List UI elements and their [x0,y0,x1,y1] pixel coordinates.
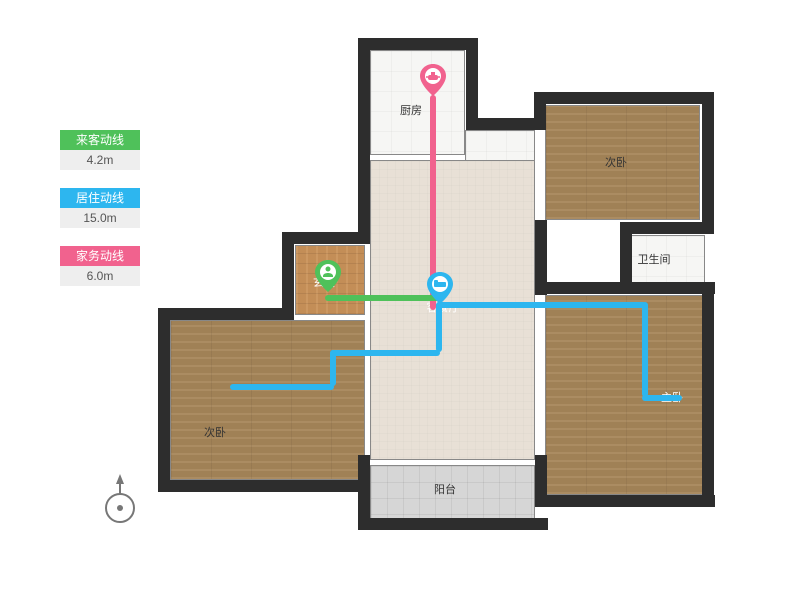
room-bedroom_master [545,295,710,495]
wall [158,308,170,492]
legend-value: 15.0m [60,208,140,228]
wall [358,150,370,244]
wall [702,92,714,232]
wall [534,92,714,104]
path-seg-living [436,302,442,352]
path-node-living [427,272,453,304]
path-seg-guest [325,295,440,301]
wall [358,38,478,50]
wall [535,455,547,507]
legend-title: 来客动线 [60,130,140,150]
legend-title: 居住动线 [60,188,140,208]
room-bedroom_sw [170,320,365,480]
wall [358,518,548,530]
wall [358,38,370,160]
compass-icon [100,470,140,530]
path-node-guest [315,260,341,292]
floorplan: 厨房卫生间次卧卫生间玄关客餐厅次卧主卧阳台 [200,50,760,550]
room-balcony [370,465,535,520]
legend-item-living: 居住动线 15.0m [60,188,140,228]
legend-item-guest: 来客动线 4.2m [60,130,140,170]
wall [620,222,714,234]
path-seg-living [642,395,682,401]
path-seg-living [230,384,334,390]
legend-title: 家务动线 [60,246,140,266]
wall [282,232,370,244]
path-seg-living [642,302,648,397]
wall [535,495,715,507]
path-seg-living [330,350,440,356]
wall [158,480,370,492]
wall [282,232,294,320]
legend-value: 6.0m [60,266,140,286]
wall [702,282,714,507]
room-kitchen [370,50,465,155]
wall [158,308,288,320]
wall [535,220,547,295]
path-node-house [420,64,446,96]
wall [358,455,370,530]
room-bedroom_ne [545,105,700,220]
wall [466,38,478,118]
path-seg-living [330,350,336,386]
legend: 来客动线 4.2m 居住动线 15.0m 家务动线 6.0m [60,130,140,304]
legend-item-house: 家务动线 6.0m [60,246,140,286]
room-living [370,160,535,460]
path-seg-living [436,302,646,308]
wall [535,282,715,294]
legend-value: 4.2m [60,150,140,170]
